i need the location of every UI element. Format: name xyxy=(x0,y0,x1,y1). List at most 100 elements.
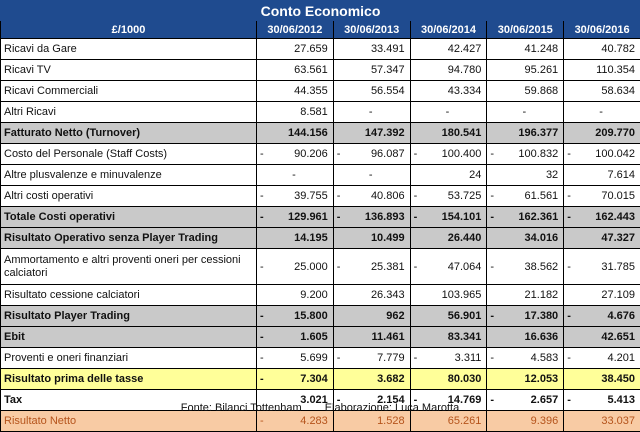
negative-sign: - xyxy=(260,310,264,322)
value-cell: -61.561 xyxy=(487,186,564,207)
row-label: Risultato prima delle tasse xyxy=(1,369,257,390)
row-label: Ricavi Commerciali xyxy=(1,81,257,102)
negative-sign: - xyxy=(490,352,494,364)
row-label: Altri Ricavi xyxy=(1,102,257,123)
cell-value: 80.030 xyxy=(448,373,482,385)
value-cell: - xyxy=(333,165,410,186)
cell-value: 129.961 xyxy=(288,211,328,223)
row-label: Totale Costi operativi xyxy=(1,207,257,228)
cell-value: 100.832 xyxy=(518,148,558,160)
value-cell: - 1.605 xyxy=(257,327,334,348)
value-cell: 3.682 xyxy=(333,369,410,390)
cell-value: 15.800 xyxy=(294,310,328,322)
cell-value: 1.605 xyxy=(300,331,328,343)
cell-value: 9.200 xyxy=(300,289,328,301)
cell-value: 17.380 xyxy=(525,310,559,322)
row-label: Ricavi TV xyxy=(1,60,257,81)
cell-value: 95.261 xyxy=(525,64,559,76)
value-cell: -17.380 xyxy=(487,306,564,327)
title-row: Conto Economico xyxy=(1,1,640,21)
negative-sign: - xyxy=(337,352,341,364)
value-cell: 11.461 xyxy=(333,327,410,348)
value-cell: 56.554 xyxy=(333,81,410,102)
negative-sign: - xyxy=(414,352,418,364)
value-cell: - 40.806 xyxy=(333,186,410,207)
value-cell: -4.676 xyxy=(564,306,640,327)
cell-value: 14.195 xyxy=(294,232,328,244)
value-cell: 47.327 xyxy=(564,228,640,249)
table-row: Risultato Operativo senza Player Trading… xyxy=(1,228,640,249)
value-cell: 42.427 xyxy=(410,39,487,60)
value-cell: -53.725 xyxy=(410,186,487,207)
cell-value: 40.806 xyxy=(371,190,405,202)
value-cell: 59.868 xyxy=(487,81,564,102)
value-cell: -96.087 xyxy=(333,144,410,165)
cell-value: 7.779 xyxy=(377,352,405,364)
row-label: Costo del Personale (Staff Costs) xyxy=(1,144,257,165)
value-cell: 44.355 xyxy=(257,81,334,102)
cell-value: 12.053 xyxy=(525,373,559,385)
cell-value: 47.064 xyxy=(448,261,482,273)
cell-value: 83.341 xyxy=(448,331,482,343)
cell-value: 154.101 xyxy=(442,211,482,223)
value-cell: 58.634 xyxy=(564,81,640,102)
value-cell: 56.901 xyxy=(410,306,487,327)
negative-sign: - xyxy=(337,211,341,223)
cell-value: 33.491 xyxy=(371,43,405,55)
cell-value: 103.965 xyxy=(442,289,482,301)
value-cell: 209.770 xyxy=(564,123,640,144)
value-cell: 196.377 xyxy=(487,123,564,144)
cell-value: 42.651 xyxy=(601,331,635,343)
value-cell: 12.053 xyxy=(487,369,564,390)
value-cell: 26.343 xyxy=(333,285,410,306)
cell-value: 32 xyxy=(546,169,558,181)
cell-value: - xyxy=(337,106,405,118)
cell-value: 21.182 xyxy=(525,289,559,301)
value-cell: 43.334 xyxy=(410,81,487,102)
value-cell: -162.361 xyxy=(487,207,564,228)
cell-value: - xyxy=(337,169,405,181)
value-cell: 7.614 xyxy=(564,165,640,186)
value-cell: 27.659 xyxy=(257,39,334,60)
table-row: Costo del Personale (Staff Costs)-90.206… xyxy=(1,144,640,165)
negative-sign: - xyxy=(260,148,264,160)
negative-sign: - xyxy=(414,211,418,223)
negative-sign: - xyxy=(414,261,418,273)
cell-value: 4.676 xyxy=(607,310,635,322)
value-cell: -39.755 xyxy=(257,186,334,207)
year-header: 30/06/2014 xyxy=(410,21,487,39)
negative-sign: - xyxy=(490,148,494,160)
value-cell: - 7.779 xyxy=(333,348,410,369)
value-cell: 962 xyxy=(333,306,410,327)
value-cell: 103.965 xyxy=(410,285,487,306)
cell-value: 63.561 xyxy=(294,64,328,76)
cell-value: 38.562 xyxy=(525,261,559,273)
negative-sign: - xyxy=(337,190,341,202)
value-cell: - 47.064 xyxy=(410,249,487,285)
value-cell: 83.341 xyxy=(410,327,487,348)
value-cell: -136.893 xyxy=(333,207,410,228)
table-row: Ammortamento e altri proventi oneri per … xyxy=(1,249,640,285)
value-cell: -70.015 xyxy=(564,186,640,207)
table-row: Altri costi operativi-39.755-40.806-53.7… xyxy=(1,186,640,207)
value-cell: -129.961 xyxy=(257,207,334,228)
negative-sign: - xyxy=(260,331,264,343)
cell-value: 26.343 xyxy=(371,289,405,301)
cell-value: 31.785 xyxy=(601,261,635,273)
cell-value: 25.381 xyxy=(371,261,405,273)
cell-value: 42.427 xyxy=(448,43,482,55)
value-cell: 14.195 xyxy=(257,228,334,249)
negative-sign: - xyxy=(260,261,264,273)
value-cell: 21.182 xyxy=(487,285,564,306)
value-cell: -4.201 xyxy=(564,348,640,369)
negative-sign: - xyxy=(567,261,571,273)
header-row: £/1000 30/06/2012 30/06/2013 30/06/2014 … xyxy=(1,21,640,39)
table-title: Conto Economico xyxy=(1,1,640,21)
negative-sign: - xyxy=(567,190,571,202)
cell-value: 209.770 xyxy=(595,127,635,139)
value-cell: 38.450 xyxy=(564,369,640,390)
